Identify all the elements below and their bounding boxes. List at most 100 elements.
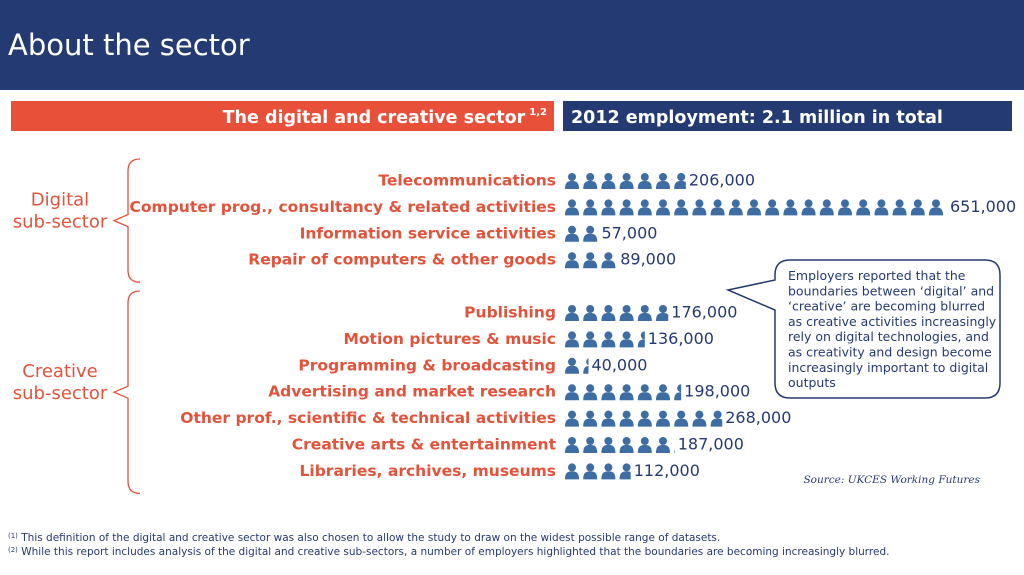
group-label: Digital — [31, 190, 89, 211]
person-icon — [565, 437, 579, 453]
value-label: 136,000 — [648, 329, 714, 348]
person-icon — [601, 199, 616, 216]
person-icon — [710, 410, 723, 427]
person-icon — [583, 410, 598, 427]
category-label: Telecommunications — [378, 172, 556, 190]
value-label: 268,000 — [725, 408, 791, 427]
annotation: rely on digital technologies, and — [788, 329, 989, 344]
value-label: 89,000 — [620, 250, 676, 269]
person-icon — [619, 384, 634, 401]
person-icon — [565, 305, 579, 321]
person-icon — [565, 199, 579, 216]
footnote: (2) While this report includes analysis … — [8, 546, 889, 558]
person-icon — [619, 463, 631, 480]
person-icon — [656, 305, 669, 321]
footnote-text: This definition of the digital and creat… — [18, 532, 720, 544]
value-label: 206,000 — [689, 171, 755, 190]
value-label: 187,000 — [678, 435, 744, 454]
person-icon — [674, 173, 686, 189]
person-icon — [819, 199, 834, 216]
source: Source: UKCES Working Futures — [803, 474, 980, 486]
pictogram — [565, 225, 598, 242]
person-icon — [656, 437, 670, 453]
person-icon — [601, 437, 616, 453]
value-label: 57,000 — [601, 223, 657, 242]
banner-text: The digital and creative sector — [223, 108, 526, 128]
person-icon — [747, 199, 761, 216]
person-icon — [929, 199, 943, 216]
person-icon — [619, 173, 634, 189]
person-icon — [710, 199, 725, 216]
person-icon — [565, 463, 579, 480]
person-icon — [619, 331, 634, 348]
person-icon — [619, 410, 634, 427]
person-icon — [583, 199, 598, 216]
header-bar — [0, 0, 1024, 90]
person-icon — [892, 199, 907, 216]
footnote-mark: (1) — [8, 532, 18, 540]
annotation: Employers reported that the — [788, 268, 966, 283]
person-icon — [637, 410, 652, 427]
value-label: 112,000 — [634, 461, 700, 480]
footnote-text: While this report includes analysis of t… — [18, 546, 890, 558]
category-label: Computer prog., consultancy & related ac… — [130, 198, 556, 216]
category-label: Publishing — [464, 304, 556, 322]
right-banner-text: 2012 employment: 2.1 million in total — [571, 108, 943, 128]
person-icon — [565, 384, 579, 401]
person-icon — [601, 331, 616, 348]
annotation: outputs — [788, 375, 836, 390]
person-icon — [637, 173, 652, 189]
person-icon — [692, 199, 707, 216]
person-icon — [565, 252, 579, 269]
category-label: Repair of computers & other goods — [248, 251, 556, 269]
bracket — [112, 290, 141, 495]
person-icon — [728, 199, 743, 216]
annotation: as creative activities increasingly — [788, 314, 997, 329]
person-icon — [601, 252, 616, 269]
category-label: Motion pictures & music — [343, 330, 556, 348]
person-icon — [656, 410, 670, 427]
person-icon — [637, 384, 652, 401]
person-icon — [583, 305, 598, 321]
category-label: Libraries, archives, museums — [300, 462, 556, 480]
person-icon — [601, 463, 616, 480]
annotation: boundaries between ‘digital’ and — [788, 283, 994, 298]
pictogram — [565, 305, 669, 321]
left-banner-text: The digital and creative sector 1,2 — [223, 107, 547, 128]
person-icon — [656, 384, 670, 401]
banner-sup: 1,2 — [529, 107, 547, 118]
person-icon — [856, 199, 871, 216]
person-icon — [619, 437, 634, 453]
person-icon — [601, 384, 616, 401]
person-icon — [601, 410, 616, 427]
person-icon — [637, 305, 652, 321]
person-icon — [838, 199, 852, 216]
pictogram — [565, 410, 723, 427]
bracket — [112, 158, 141, 283]
value-label: 40,000 — [591, 355, 647, 374]
person-icon — [583, 252, 598, 269]
person-icon — [656, 199, 670, 216]
annotation: ‘creative’ are becoming blurred — [788, 299, 985, 314]
person-icon — [565, 173, 579, 189]
group-label: sub-sector — [13, 383, 108, 404]
value-label: 198,000 — [684, 382, 750, 401]
annotation: as creativity and design become — [788, 345, 992, 360]
person-icon — [637, 437, 652, 453]
category-label: Advertising and market research — [268, 383, 556, 401]
footnote-mark: (2) — [8, 546, 18, 554]
person-icon — [910, 199, 925, 216]
person-icon — [674, 410, 689, 427]
person-icon — [637, 199, 652, 216]
value-label: 176,000 — [671, 303, 737, 322]
category-label: Programming & broadcasting — [298, 356, 556, 374]
person-icon — [619, 199, 634, 216]
category-label: Creative arts & entertainment — [292, 436, 557, 454]
person-icon — [765, 199, 780, 216]
pictogram — [565, 252, 616, 269]
annotation: increasingly important to digital — [788, 360, 988, 375]
person-icon — [674, 199, 689, 216]
value-label: 651,000 — [950, 197, 1016, 216]
person-icon — [601, 305, 616, 321]
